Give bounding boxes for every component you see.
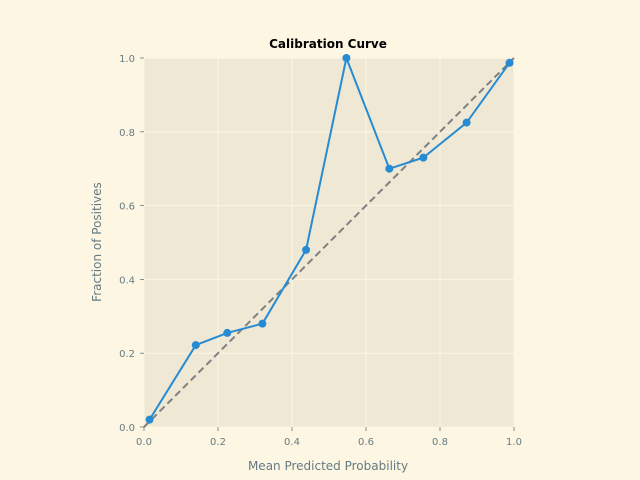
calibration-point bbox=[223, 328, 232, 337]
y-tick-label: 0.0 bbox=[119, 423, 135, 434]
calibration-point bbox=[505, 58, 514, 67]
calibration-point bbox=[462, 118, 471, 127]
y-tick-label: 0.8 bbox=[119, 128, 135, 139]
y-axis-ticks: 0.0 0.2 0.4 0.6 0.8 1.0 bbox=[119, 54, 144, 434]
x-tick-label: 0.4 bbox=[284, 437, 300, 448]
calibration-point bbox=[145, 415, 154, 424]
x-tick-label: 0.6 bbox=[358, 437, 374, 448]
calibration-point bbox=[191, 341, 200, 350]
calibration-point bbox=[419, 153, 428, 162]
y-tick-label: 0.2 bbox=[119, 349, 135, 360]
calibration-point bbox=[342, 54, 351, 62]
y-tick-label: 0.6 bbox=[119, 202, 135, 213]
calibration-point bbox=[258, 319, 267, 328]
chart-title: Calibration Curve bbox=[269, 37, 387, 51]
calibration-line bbox=[148, 57, 511, 421]
x-tick-label: 1.0 bbox=[506, 437, 522, 448]
x-axis-ticks: 0.0 0.2 0.4 0.6 0.8 1.0 bbox=[136, 427, 522, 448]
x-tick-label: 0.0 bbox=[136, 437, 152, 448]
x-tick-label: 0.8 bbox=[432, 437, 448, 448]
calibration-point bbox=[302, 245, 311, 254]
y-tick-label: 1.0 bbox=[119, 54, 135, 65]
series-layer bbox=[143, 54, 515, 428]
calibration-point bbox=[385, 164, 394, 173]
y-axis-label: Fraction of Positives bbox=[90, 182, 104, 302]
y-tick-label: 0.4 bbox=[119, 275, 135, 286]
x-axis-label: Mean Predicted Probability bbox=[248, 459, 408, 473]
reference-diagonal-line bbox=[143, 57, 515, 428]
grid-lines bbox=[143, 57, 515, 428]
x-tick-label: 0.2 bbox=[210, 437, 226, 448]
